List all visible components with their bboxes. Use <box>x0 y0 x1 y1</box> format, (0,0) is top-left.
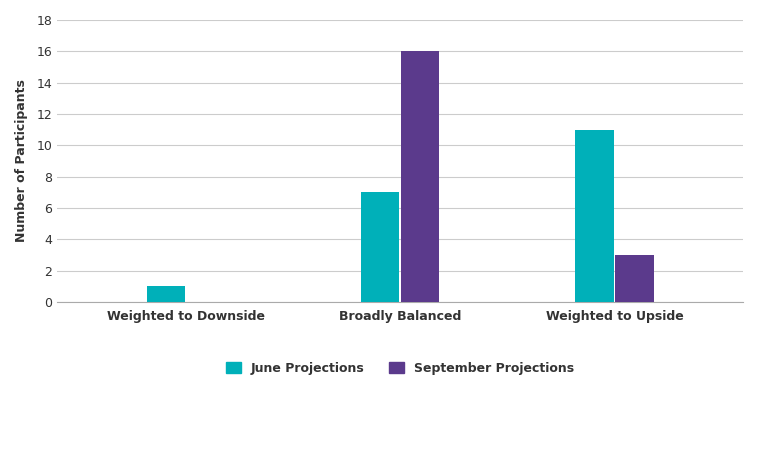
Bar <box>615 255 653 302</box>
Bar <box>146 286 185 302</box>
Y-axis label: Number of Participants: Number of Participants <box>15 79 28 242</box>
Legend: June Projections, September Projections: June Projections, September Projections <box>226 362 575 375</box>
Bar <box>400 51 439 302</box>
Bar <box>575 130 614 302</box>
Bar <box>361 192 399 302</box>
